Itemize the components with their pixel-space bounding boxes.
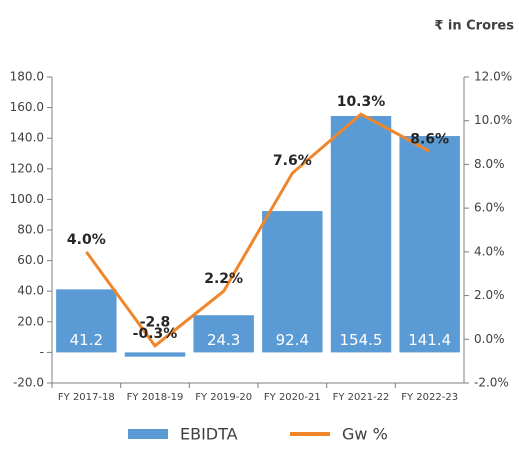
y-tick-label: 120.0	[10, 161, 44, 175]
unit-annotation: ₹ in Crores	[434, 19, 514, 34]
line-value-label: -0.3%	[133, 326, 178, 342]
y2-tick-label: -2.0%	[474, 376, 509, 390]
bar	[124, 352, 186, 357]
y-tick-label: -20.0	[13, 376, 44, 390]
x-tick-label: FY 2022-23	[401, 392, 458, 403]
y-tick-label: 160.0	[10, 100, 44, 114]
y-tick-label: 80.0	[17, 223, 44, 237]
bar	[193, 315, 254, 353]
line-value-label: 8.6%	[410, 131, 449, 147]
bar-value-label: 92.4	[276, 331, 309, 349]
y2-tick-label: 4.0%	[474, 244, 505, 258]
bar-value-label: 154.5	[340, 331, 383, 349]
legend-label: EBIDTA	[180, 425, 238, 444]
line	[85, 112, 431, 348]
y-tick-label: 20.0	[17, 314, 44, 328]
bar-value-label: 141.4	[408, 331, 451, 349]
line-value-label: 7.6%	[273, 153, 312, 169]
bar-value-label: 41.2	[70, 331, 103, 349]
y-tick-label: 140.0	[10, 131, 44, 145]
x-tick-label: FY 2020-21	[264, 392, 321, 403]
y-tick-label: 180.0	[10, 70, 44, 84]
line-value-label: 10.3%	[337, 94, 386, 110]
bar	[56, 289, 117, 353]
legend-swatch	[128, 429, 168, 439]
x-tick-label: FY 2018-19	[127, 392, 184, 403]
bar-value-label: -2.8	[140, 314, 171, 330]
y2-tick-label: 12.0%	[474, 70, 512, 84]
y-tick-label: 100.0	[10, 192, 44, 206]
bar	[330, 116, 392, 353]
y2-tick-label: 8.0%	[474, 157, 505, 171]
y-tick-label: 60.0	[17, 253, 44, 267]
y2-tick-label: 10.0%	[474, 113, 512, 127]
y2-tick-label: 0.0%	[474, 332, 505, 346]
y-tick-label: -	[40, 345, 44, 359]
line-value-label: 4.0%	[67, 232, 106, 248]
x-tick-label: FY 2021-22	[333, 392, 390, 403]
y-tick-label: 40.0	[17, 284, 44, 298]
y2-tick-label: 2.0%	[474, 288, 505, 302]
bar	[262, 211, 323, 353]
x-tick-label: FY 2019-20	[195, 392, 252, 403]
bar-value-label: 24.3	[207, 331, 240, 349]
y2-tick-label: 6.0%	[474, 201, 505, 215]
line-value-label: 2.2%	[204, 271, 243, 287]
bar	[399, 136, 460, 353]
x-tick-label: FY 2017-18	[58, 392, 115, 403]
legend-label: Gw %	[342, 425, 388, 444]
